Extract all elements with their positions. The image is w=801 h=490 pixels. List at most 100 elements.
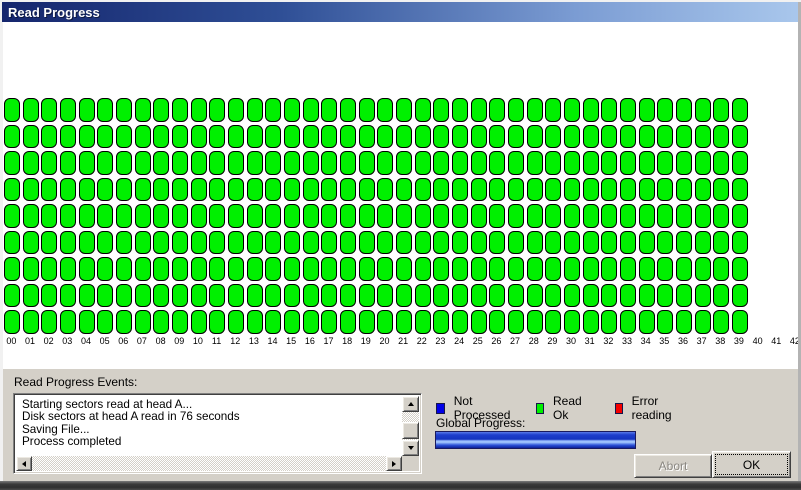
column-labels: 00 01 02 03 04 05 06 07 08 09 10 11 12 13 14 15 16 17 18 19…: [2, 336, 801, 346]
sector-cell: [41, 177, 58, 202]
sector-cell: [228, 204, 245, 228]
column-label: 10: [192, 336, 203, 346]
sector-cell: [545, 283, 562, 308]
sector-cell: [732, 283, 749, 308]
global-progress-label: Global Progress:: [436, 416, 526, 430]
sector-cell: [452, 230, 469, 255]
sector-cell: [116, 310, 133, 334]
sector-cell: [153, 230, 170, 255]
sector-cell: [582, 230, 599, 255]
sector-cell: [452, 151, 469, 175]
ok-button[interactable]: OK: [712, 451, 791, 478]
events-listbox[interactable]: Starting sectors read at head A... Disk s…: [13, 393, 422, 474]
sector-cell: [377, 98, 394, 122]
sector-cell: [153, 151, 170, 175]
horizontal-scroll-track[interactable]: [32, 456, 386, 471]
sector-cell: [470, 98, 487, 122]
sector-cell: [302, 124, 319, 149]
sector-cell: [582, 283, 599, 308]
sector-cell: [116, 124, 133, 149]
sector-cell: [4, 151, 20, 175]
title-bar[interactable]: Read Progress: [2, 2, 799, 22]
sector-cell: [321, 177, 338, 202]
sector-cell: [153, 257, 170, 281]
column-label: 20: [379, 336, 390, 346]
sector-cell: [246, 98, 263, 122]
sector-cell: [116, 151, 133, 175]
sector-cell: [508, 177, 525, 202]
sector-cell: [713, 283, 730, 308]
column-label: 23: [435, 336, 446, 346]
sector-cell: [620, 151, 637, 175]
sector-cell: [526, 204, 543, 228]
sector-cell: [209, 230, 226, 255]
sector-cell: [545, 204, 562, 228]
sector-cell: [209, 98, 226, 122]
sector-cell: [358, 151, 375, 175]
sector-cell: [321, 310, 338, 334]
scroll-up-button[interactable]: [402, 396, 419, 412]
sector-cell: [732, 230, 749, 255]
sector-cell: [153, 204, 170, 228]
sector-cell: [78, 283, 95, 308]
vertical-scroll-track[interactable]: [402, 412, 419, 440]
sector-cell: [713, 124, 730, 149]
sector-cell: [396, 230, 413, 255]
scroll-right-button[interactable]: [386, 456, 402, 471]
sector-cell: [601, 98, 618, 122]
sector-cell: [153, 98, 170, 122]
sector-cell: [377, 310, 394, 334]
sector-cell: [340, 257, 357, 281]
column-label: 34: [640, 336, 651, 346]
column-label: 22: [416, 336, 427, 346]
sector-cell: [340, 151, 357, 175]
column-label: 32: [603, 336, 614, 346]
sector-cell: [638, 204, 655, 228]
sector-cell: [265, 151, 282, 175]
sector-cell: [228, 257, 245, 281]
sector-cell: [638, 257, 655, 281]
sector-cell: [228, 151, 245, 175]
sector-cell: [414, 230, 431, 255]
sector-cell: [676, 230, 693, 255]
sector-cell: [508, 230, 525, 255]
sector-cell: [22, 151, 39, 175]
sector-cell: [190, 177, 207, 202]
sector-cell: [60, 310, 76, 334]
column-label: 41: [771, 336, 782, 346]
scroll-left-button[interactable]: [16, 456, 32, 471]
horizontal-scrollbar[interactable]: [16, 456, 402, 471]
sector-cell: [657, 230, 674, 255]
sector-cell: [526, 124, 543, 149]
sector-cell: [265, 204, 282, 228]
window-border-top: [0, 0, 801, 2]
column-label: 27: [510, 336, 521, 346]
scroll-down-button[interactable]: [402, 440, 419, 456]
events-label: Read Progress Events:: [14, 375, 138, 389]
vertical-scroll-thumb[interactable]: [402, 422, 419, 439]
sector-cell: [676, 151, 693, 175]
sector-cell: [172, 124, 189, 149]
sector-cell: [526, 230, 543, 255]
sector-cell: [116, 98, 133, 122]
sector-cell: [564, 177, 581, 202]
sector-cell: [172, 310, 189, 334]
sector-cell: [265, 230, 282, 255]
sector-cell: [470, 177, 487, 202]
sector-cell: [433, 124, 450, 149]
sector-cell: [302, 98, 319, 122]
sector-cell: [526, 257, 543, 281]
sector-cell: [340, 230, 357, 255]
sector-cell: [564, 124, 581, 149]
sector-cell: [116, 257, 133, 281]
vertical-scrollbar[interactable]: [402, 396, 419, 456]
sector-cell: [209, 124, 226, 149]
sector-cell: [452, 310, 469, 334]
sector-cell: [60, 257, 76, 281]
sector-cell: [41, 124, 58, 149]
abort-button[interactable]: Abort: [634, 454, 712, 478]
sector-cell: [302, 310, 319, 334]
sector-cell: [396, 204, 413, 228]
sector-cell: [582, 177, 599, 202]
event-line: Saving File...: [22, 422, 90, 436]
